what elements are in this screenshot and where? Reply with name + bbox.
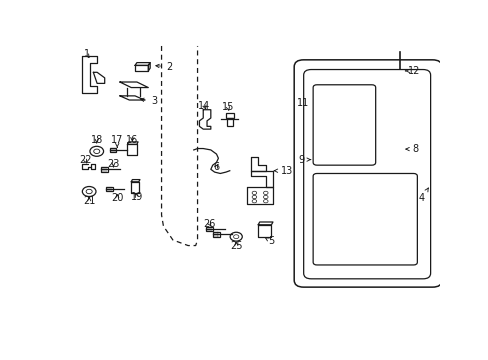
- Text: 8: 8: [405, 144, 418, 154]
- Text: 7: 7: [356, 147, 365, 162]
- Text: 2: 2: [156, 62, 172, 72]
- Text: 16: 16: [126, 135, 138, 145]
- Text: 12: 12: [405, 66, 420, 76]
- Text: 10: 10: [338, 106, 350, 116]
- FancyBboxPatch shape: [312, 174, 417, 265]
- Text: 20: 20: [111, 193, 123, 203]
- FancyBboxPatch shape: [205, 227, 212, 231]
- Text: 6: 6: [213, 162, 219, 172]
- FancyBboxPatch shape: [101, 167, 107, 172]
- FancyBboxPatch shape: [331, 96, 339, 111]
- FancyBboxPatch shape: [105, 186, 112, 191]
- Text: 17: 17: [111, 135, 123, 148]
- Text: 15: 15: [221, 102, 234, 112]
- Text: 18: 18: [90, 135, 102, 145]
- FancyBboxPatch shape: [226, 118, 232, 126]
- Text: 9: 9: [298, 155, 310, 165]
- Text: 1: 1: [83, 49, 90, 59]
- FancyBboxPatch shape: [385, 146, 391, 152]
- Text: 23: 23: [107, 159, 120, 169]
- Text: 13: 13: [274, 166, 292, 176]
- Text: 21: 21: [83, 196, 95, 206]
- Text: 3: 3: [141, 96, 157, 107]
- FancyBboxPatch shape: [109, 148, 116, 152]
- Text: 26: 26: [203, 219, 215, 229]
- Text: 24: 24: [318, 202, 330, 212]
- FancyBboxPatch shape: [294, 60, 441, 287]
- FancyBboxPatch shape: [312, 85, 375, 165]
- FancyBboxPatch shape: [213, 232, 220, 237]
- FancyBboxPatch shape: [303, 69, 430, 279]
- Text: 14: 14: [198, 100, 210, 111]
- Text: 5: 5: [265, 237, 274, 246]
- Text: 19: 19: [130, 192, 143, 202]
- Text: 11: 11: [297, 98, 309, 108]
- Text: 25: 25: [229, 241, 242, 251]
- FancyBboxPatch shape: [225, 113, 233, 118]
- Text: 22: 22: [79, 155, 91, 165]
- Text: 4: 4: [418, 188, 427, 203]
